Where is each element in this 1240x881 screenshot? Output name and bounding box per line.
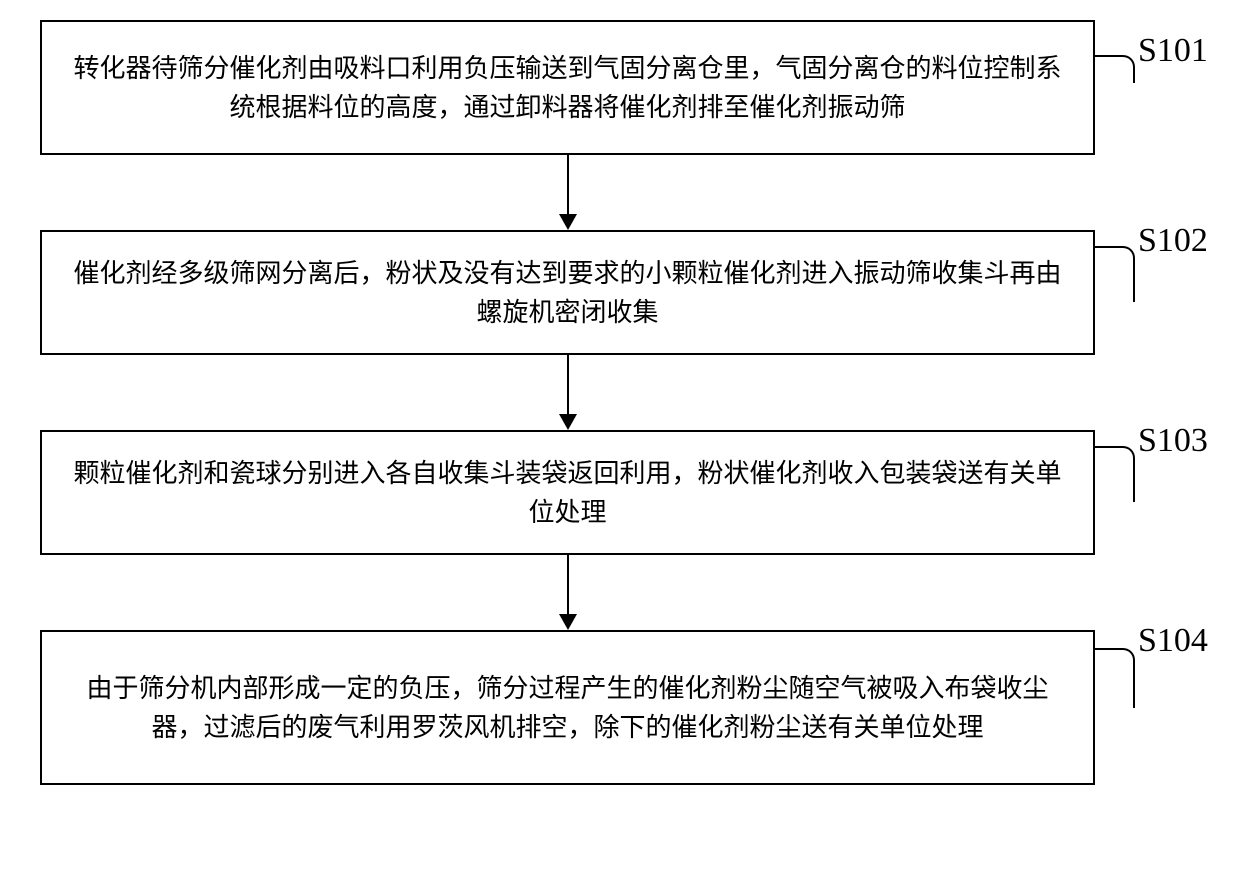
step-text-s104: 由于筛分机内部形成一定的负压，筛分过程产生的催化剂粉尘随空气被吸入布袋收尘器，过… (42, 659, 1093, 757)
bracket-s102 (1095, 246, 1135, 302)
arrow-head-2 (559, 414, 577, 430)
flow-step-2: 催化剂经多级筛网分离后，粉状及没有达到要求的小颗粒催化剂进入振动筛收集斗再由螺旋… (0, 230, 1240, 355)
flowchart-container: 转化器待筛分催化剂由吸料口利用负压输送到气固分离仓里，气固分离仓的料位控制系统根… (0, 0, 1240, 881)
step-box-s102: 催化剂经多级筛网分离后，粉状及没有达到要求的小颗粒催化剂进入振动筛收集斗再由螺旋… (40, 230, 1095, 355)
arrow-head-1 (559, 214, 577, 230)
step-label-s103: S103 (1138, 422, 1208, 460)
step-label-s102: S102 (1138, 222, 1208, 260)
step-box-s101: 转化器待筛分催化剂由吸料口利用负压输送到气固分离仓里，气固分离仓的料位控制系统根… (40, 20, 1095, 155)
bracket-s103 (1095, 446, 1135, 502)
step-text-s101: 转化器待筛分催化剂由吸料口利用负压输送到气固分离仓里，气固分离仓的料位控制系统根… (42, 39, 1093, 137)
step-text-s103: 颗粒催化剂和瓷球分别进入各自收集斗装袋返回利用，粉状催化剂收入包装袋送有关单位处… (42, 444, 1093, 542)
flow-step-3: 颗粒催化剂和瓷球分别进入各自收集斗装袋返回利用，粉状催化剂收入包装袋送有关单位处… (0, 430, 1240, 555)
step-text-s102: 催化剂经多级筛网分离后，粉状及没有达到要求的小颗粒催化剂进入振动筛收集斗再由螺旋… (42, 244, 1093, 342)
flow-step-1: 转化器待筛分催化剂由吸料口利用负压输送到气固分离仓里，气固分离仓的料位控制系统根… (0, 20, 1240, 155)
flow-step-4: 由于筛分机内部形成一定的负压，筛分过程产生的催化剂粉尘随空气被吸入布袋收尘器，过… (0, 630, 1240, 785)
step-label-s104: S104 (1138, 622, 1208, 660)
arrow-1 (0, 155, 1240, 230)
step-label-s101: S101 (1138, 32, 1208, 70)
bracket-s101 (1095, 55, 1135, 83)
arrow-head-3 (559, 614, 577, 630)
step-box-s103: 颗粒催化剂和瓷球分别进入各自收集斗装袋返回利用，粉状催化剂收入包装袋送有关单位处… (40, 430, 1095, 555)
arrow-2 (0, 355, 1240, 430)
arrow-3 (0, 555, 1240, 630)
step-box-s104: 由于筛分机内部形成一定的负压，筛分过程产生的催化剂粉尘随空气被吸入布袋收尘器，过… (40, 630, 1095, 785)
bracket-s104 (1095, 648, 1135, 708)
